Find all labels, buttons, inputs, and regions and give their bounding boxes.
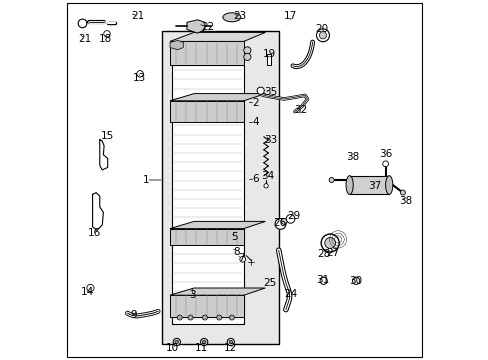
Text: 12: 12 <box>223 343 236 354</box>
Circle shape <box>281 219 286 224</box>
Polygon shape <box>170 221 265 229</box>
Circle shape <box>264 184 268 188</box>
Text: 32: 32 <box>293 105 306 115</box>
Circle shape <box>328 177 333 183</box>
Text: 29: 29 <box>287 211 300 221</box>
Circle shape <box>87 284 94 292</box>
Ellipse shape <box>346 176 352 194</box>
Text: 38: 38 <box>345 152 358 162</box>
Text: 21: 21 <box>131 11 144 21</box>
Text: 35: 35 <box>263 87 277 97</box>
Text: 38: 38 <box>398 196 411 206</box>
Text: 9: 9 <box>130 310 137 320</box>
Circle shape <box>202 315 207 320</box>
Text: 22: 22 <box>201 22 214 32</box>
Text: 33: 33 <box>263 135 277 145</box>
Text: 36: 36 <box>378 149 391 159</box>
Polygon shape <box>170 32 265 41</box>
Text: 23: 23 <box>233 11 246 21</box>
Circle shape <box>173 338 180 346</box>
Polygon shape <box>186 20 204 33</box>
Text: 4: 4 <box>251 117 258 127</box>
Bar <box>349 176 388 194</box>
Circle shape <box>228 340 232 344</box>
Text: 27: 27 <box>325 248 339 258</box>
Polygon shape <box>170 94 265 101</box>
Text: 5: 5 <box>231 232 237 242</box>
Text: 25: 25 <box>263 278 276 288</box>
Text: 13: 13 <box>132 73 146 84</box>
Text: 28: 28 <box>316 249 330 259</box>
Polygon shape <box>170 229 244 245</box>
Circle shape <box>187 315 193 320</box>
Polygon shape <box>170 40 183 50</box>
Text: 19: 19 <box>262 49 275 59</box>
Text: 37: 37 <box>367 181 381 192</box>
Circle shape <box>400 190 405 195</box>
Circle shape <box>352 277 359 284</box>
Text: 2: 2 <box>251 98 258 108</box>
Text: 11: 11 <box>194 343 207 354</box>
Circle shape <box>319 32 326 39</box>
Circle shape <box>316 29 329 42</box>
Circle shape <box>177 315 182 320</box>
Circle shape <box>78 19 87 28</box>
Text: 31: 31 <box>316 275 329 285</box>
Text: 6: 6 <box>251 174 258 184</box>
Circle shape <box>320 277 326 284</box>
Circle shape <box>244 47 250 54</box>
Text: 30: 30 <box>349 276 362 286</box>
Bar <box>162 31 278 344</box>
Text: 14: 14 <box>81 287 94 297</box>
Text: 3: 3 <box>188 290 195 300</box>
Circle shape <box>216 315 222 320</box>
Text: 34: 34 <box>261 171 274 181</box>
Polygon shape <box>170 295 244 317</box>
Circle shape <box>321 234 339 252</box>
Bar <box>266 54 270 65</box>
Circle shape <box>103 31 110 37</box>
Text: 24: 24 <box>284 289 297 300</box>
Circle shape <box>382 161 387 167</box>
Text: 15: 15 <box>100 131 113 141</box>
Circle shape <box>229 315 234 320</box>
Ellipse shape <box>223 13 241 22</box>
Circle shape <box>200 338 207 346</box>
Circle shape <box>324 238 335 248</box>
Bar <box>171 65 244 324</box>
Text: 1: 1 <box>143 175 150 185</box>
Polygon shape <box>170 101 244 122</box>
Circle shape <box>227 338 234 346</box>
Circle shape <box>275 219 285 229</box>
Circle shape <box>257 87 264 94</box>
Text: 26: 26 <box>273 218 286 228</box>
Circle shape <box>239 256 245 262</box>
Ellipse shape <box>385 176 392 194</box>
Circle shape <box>137 71 143 77</box>
Polygon shape <box>170 288 265 295</box>
Text: 10: 10 <box>165 343 179 354</box>
Text: 18: 18 <box>99 34 112 44</box>
Text: 21: 21 <box>78 34 91 44</box>
Text: 7: 7 <box>238 253 244 264</box>
Circle shape <box>202 340 205 344</box>
Circle shape <box>244 53 250 60</box>
Text: 8: 8 <box>233 247 240 257</box>
Circle shape <box>175 340 178 344</box>
Text: 17: 17 <box>284 11 297 21</box>
Text: 16: 16 <box>87 228 101 238</box>
Circle shape <box>285 215 294 223</box>
Text: 20: 20 <box>315 24 328 34</box>
Polygon shape <box>170 41 244 65</box>
